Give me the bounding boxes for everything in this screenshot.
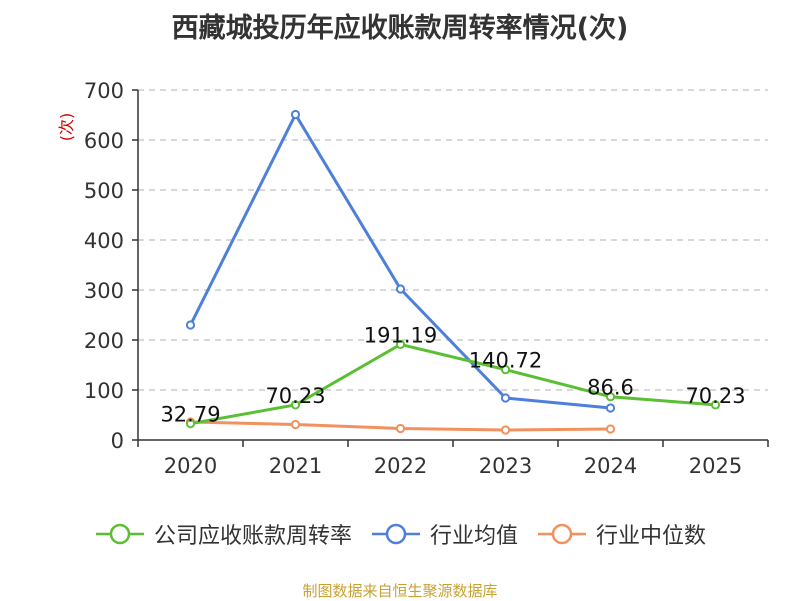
- x-tick-label: 2021: [269, 454, 322, 478]
- legend-circle-company: [109, 523, 131, 545]
- legend-circle-industry-median: [551, 523, 573, 545]
- legend-item-company[interactable]: 公司应收账款周转率: [94, 518, 352, 550]
- series-point-1: [290, 109, 301, 120]
- series-point-2: [605, 424, 616, 434]
- series-point-1: [605, 403, 616, 413]
- legend-marker-industry-median: [538, 523, 586, 545]
- legend-marker-company: [95, 523, 144, 545]
- y-tick-label: 400: [84, 229, 124, 253]
- series-point-2: [395, 423, 406, 434]
- series-point-0: [605, 392, 616, 402]
- series-point-2: [290, 419, 301, 430]
- data-label: 70.23: [685, 384, 745, 408]
- series-point-1: [185, 320, 196, 330]
- series-point-2: [500, 425, 511, 435]
- legend-label-industry-median: 行业中位数: [596, 524, 707, 549]
- data-label: 86.6: [587, 376, 634, 400]
- y-tick-label: 100: [84, 379, 124, 403]
- legend-label-company: 公司应收账款周转率: [153, 524, 352, 549]
- x-tick-label: 2025: [689, 454, 742, 478]
- data-label: 32.79: [160, 403, 220, 427]
- series-point-0: [710, 400, 721, 410]
- data-label: 191.19: [364, 323, 437, 347]
- x-tick-label: 2020: [164, 454, 217, 478]
- legend-label-industry-avg: 行业均值: [429, 524, 518, 549]
- series-point-1: [395, 284, 406, 294]
- data-label: 140.72: [469, 349, 542, 373]
- y-tick-label: 200: [84, 329, 124, 353]
- data-label: 70.23: [265, 384, 325, 408]
- series-point-1: [500, 393, 511, 403]
- legend: 公司应收账款周转率 行业均值 行业中位数: [0, 518, 800, 550]
- series-point-0: [290, 400, 301, 410]
- y-tick-label: 0: [111, 429, 124, 453]
- series-point-0: [395, 339, 406, 350]
- x-tick-label: 2023: [479, 454, 532, 478]
- legend-item-industry-avg[interactable]: 行业均值: [370, 518, 518, 550]
- x-tick-label: 2024: [584, 454, 637, 478]
- x-tick-label: 2022: [374, 454, 427, 478]
- series-line-0: [190, 342, 716, 426]
- y-axis-unit-label: (次): [57, 113, 76, 142]
- series-point-0: [185, 419, 196, 429]
- legend-marker-industry-avg: [371, 523, 420, 545]
- y-tick-label: 600: [84, 129, 124, 153]
- series-point-0: [500, 365, 511, 375]
- y-tick-label: 300: [84, 279, 124, 303]
- series-line-1: [189, 113, 611, 410]
- legend-circle-industry-avg: [385, 523, 407, 545]
- y-tick-label: 700: [84, 79, 124, 103]
- y-tick-label: 500: [84, 179, 124, 203]
- chart-title: 西藏城投历年应收账款周转率情况(次): [171, 13, 629, 44]
- legend-item-industry-median[interactable]: 行业中位数: [536, 518, 706, 550]
- source-note: 制图数据来自恒生聚源数据库: [302, 582, 498, 600]
